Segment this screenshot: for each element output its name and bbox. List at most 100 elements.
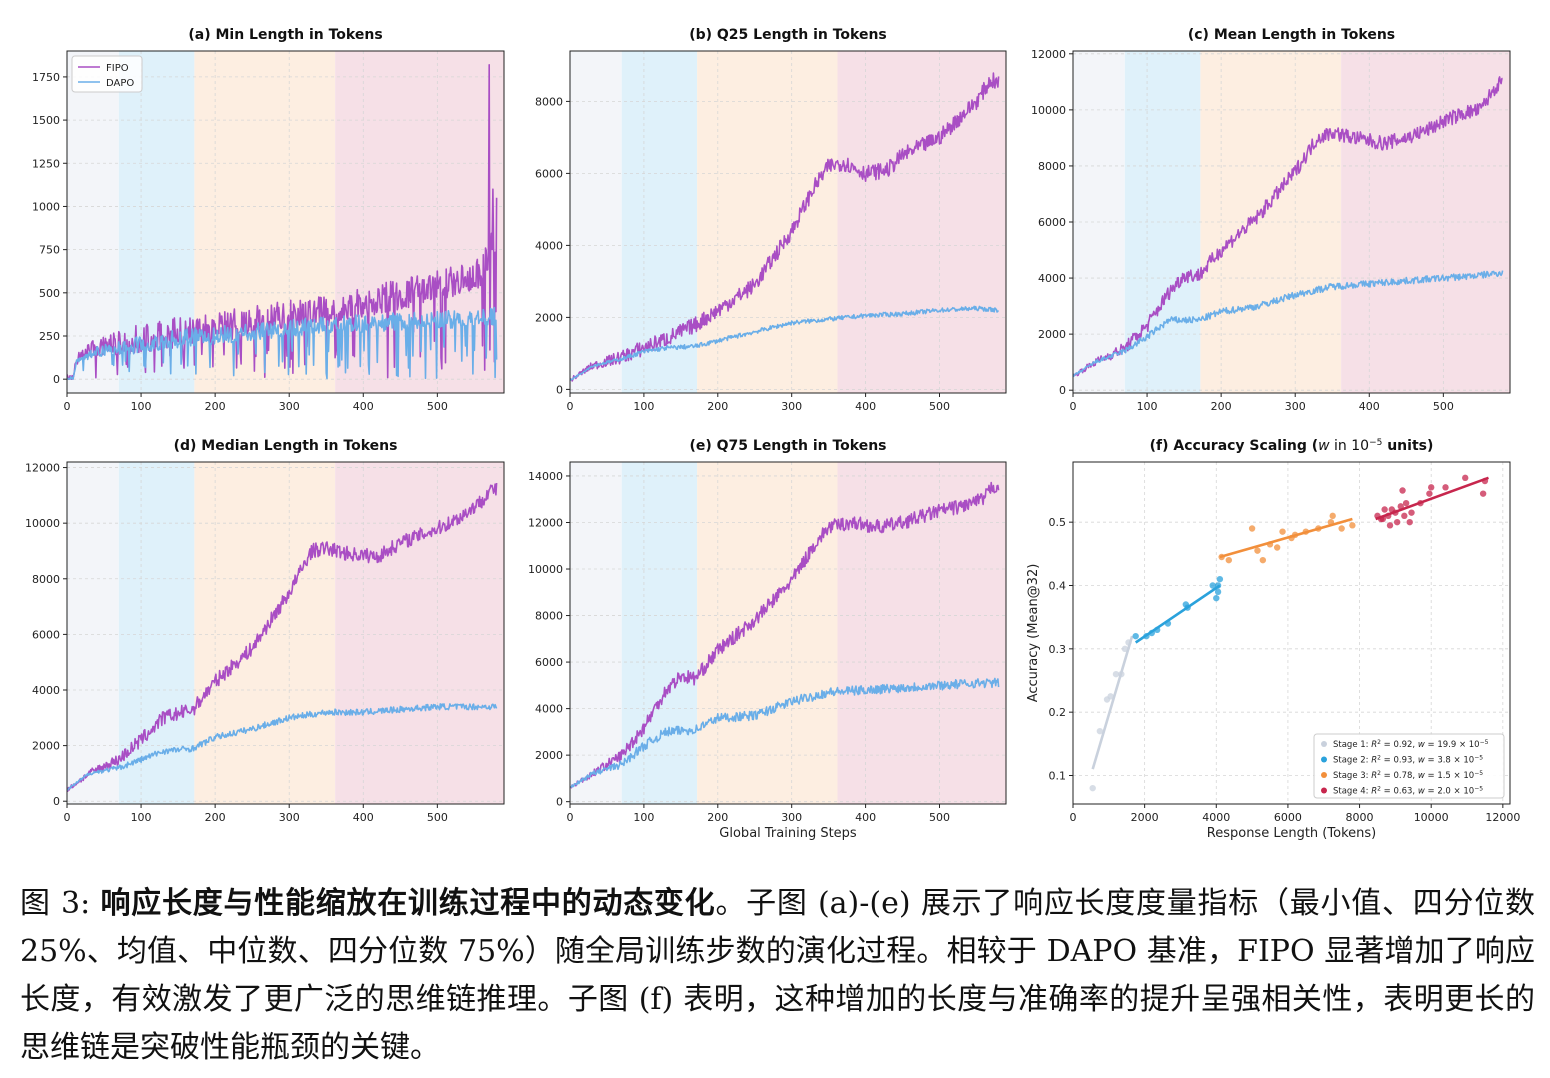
x-tick-label: 300 [1285, 400, 1306, 413]
legend-label: Stage 2: R2 = 0.93, w = 3.8 × 10−5 [1333, 754, 1483, 766]
scatter-point [1209, 582, 1216, 589]
scatter-point [1248, 525, 1256, 532]
y-tick-label: 6000 [535, 656, 563, 669]
y-tick-label: 0.2 [1049, 706, 1067, 719]
panel-d: 0 100 200 300 400 500 0 2000 4000 6000 8000 10000 12… [25, 438, 505, 824]
scatter-point [1112, 670, 1120, 678]
y-tick-label: 2000 [535, 749, 563, 762]
legend-part: −5 [1474, 770, 1483, 777]
title-part: (f) Accuracy Scaling ( [1150, 438, 1319, 454]
x-tick-label: 400 [353, 400, 374, 413]
x-tick-label: 100 [633, 811, 654, 824]
y-tick-label: 4000 [1038, 272, 1066, 285]
panel-e: 0 100 200 300 400 500 0 2000 4000 6000 8000 10000 12… [528, 438, 1007, 841]
x-tick-label: 200 [1211, 400, 1232, 413]
y-tick-label: 0.4 [1049, 580, 1067, 593]
x-axis-label: Global Training Steps [719, 826, 857, 841]
fit-line [1091, 635, 1134, 770]
scatter-point [1279, 528, 1286, 535]
scatter-point [1426, 490, 1433, 497]
y-tick-label: 4000 [535, 239, 563, 252]
legend-part: Stage 1: [1333, 740, 1371, 750]
legend-part: −5 [1480, 739, 1489, 746]
y-tick-label: 0 [53, 795, 60, 808]
y-tick-label: 0.1 [1049, 770, 1067, 783]
x-tick-label: 500 [929, 400, 950, 413]
legend-part: = 2.0 × 10 [1425, 787, 1474, 797]
x-tick-label: 200 [707, 811, 728, 824]
x-tick-label: 200 [205, 811, 226, 824]
legend-label: Stage 1: R2 = 0.92, w = 19.9 × 10−5 [1333, 739, 1489, 751]
y-tick-label: 14000 [528, 470, 563, 483]
plot-area [67, 482, 498, 793]
x-tick-label: 400 [353, 811, 374, 824]
title-part: w [1318, 438, 1330, 454]
x-tick-label: 100 [1137, 400, 1158, 413]
title-part: units) [1382, 438, 1433, 454]
legend-part: w [1418, 771, 1425, 781]
y-tick-label: 0.5 [1049, 516, 1067, 529]
y-tick-label: 8000 [535, 95, 563, 108]
x-tick-label: 0 [567, 811, 574, 824]
series-line-fipo [1073, 76, 1503, 377]
scatter-point [1401, 512, 1408, 520]
series-line-dapo [67, 703, 498, 791]
x-tick-label: 100 [131, 400, 152, 413]
x-tick-label: 500 [427, 400, 448, 413]
x-tick-label: 300 [781, 811, 802, 824]
stage-band [570, 462, 622, 804]
scatter-point [1393, 518, 1401, 526]
y-tick-label: 0 [556, 383, 563, 396]
series-line-fipo [67, 64, 498, 381]
plot-area [67, 64, 498, 381]
scatter-point [1427, 484, 1435, 491]
axes-frame [66, 461, 505, 805]
scatter-point [1349, 522, 1356, 529]
series-line-dapo [570, 677, 1000, 788]
y-axis-label: Accuracy (Mean@32) [1026, 564, 1041, 703]
stage-band [67, 462, 119, 804]
legend-label: Stage 3: R2 = 0.78, w = 1.5 × 10−5 [1333, 770, 1483, 782]
legend-part: = 1.5 × 10 [1425, 771, 1474, 781]
panel-title: (d) Median Length in Tokens [174, 438, 398, 454]
x-tick-label: 500 [929, 811, 950, 824]
legend: FIPO DAPO [71, 55, 143, 93]
caption-prefix: 图 3: [20, 886, 101, 921]
x-tick-label: 300 [279, 400, 300, 413]
scatter-point [1408, 509, 1415, 516]
legend-part: 2 [1377, 770, 1381, 777]
panel-title: (e) Q75 Length in Tokens [689, 438, 886, 454]
x-tick-label: 12000 [1485, 811, 1520, 824]
legend-part: −5 [1474, 754, 1483, 761]
series-line-dapo [1073, 270, 1504, 378]
scatter-point [1214, 588, 1222, 596]
scatter-point [1399, 487, 1406, 494]
axes-frame [1072, 461, 1511, 805]
stage-band [621, 51, 698, 393]
legend: Stage 1: R2 = 0.92, w = 19.9 × 10−5Stage… [1313, 733, 1505, 799]
x-tick-label: 0 [64, 400, 71, 413]
scatter-point [1386, 522, 1394, 529]
axes-frame [569, 50, 1007, 394]
y-tick-label: 2000 [535, 311, 563, 324]
y-tick-label: 4000 [535, 703, 563, 716]
stage-band [837, 51, 1006, 393]
legend-part: w [1418, 787, 1425, 797]
y-tick-label: 6000 [535, 167, 563, 180]
scatter-point [1225, 556, 1233, 564]
panel-a: 0 100 200 300 400 500 0 250 500 750 1000 1250 1500 17… [32, 27, 505, 413]
legend-part: Stage 2: [1333, 756, 1371, 766]
y-tick-label: 0 [556, 796, 563, 809]
scatter-point [1381, 506, 1388, 513]
caption-bold: 响应长度与性能缩放在训练过程中的动态变化 [100, 886, 716, 921]
plot-area [1089, 474, 1489, 792]
legend-part: 2 [1377, 739, 1381, 746]
y-tick-label: 12000 [1031, 48, 1066, 61]
fit-line [1134, 584, 1221, 644]
x-tick-label: 400 [1359, 400, 1380, 413]
x-tick-label: 400 [855, 400, 876, 413]
plot-area [1073, 76, 1504, 378]
y-tick-label: 8000 [32, 573, 60, 586]
x-tick-label: 2000 [1131, 811, 1159, 824]
scatter-point [1107, 693, 1114, 700]
